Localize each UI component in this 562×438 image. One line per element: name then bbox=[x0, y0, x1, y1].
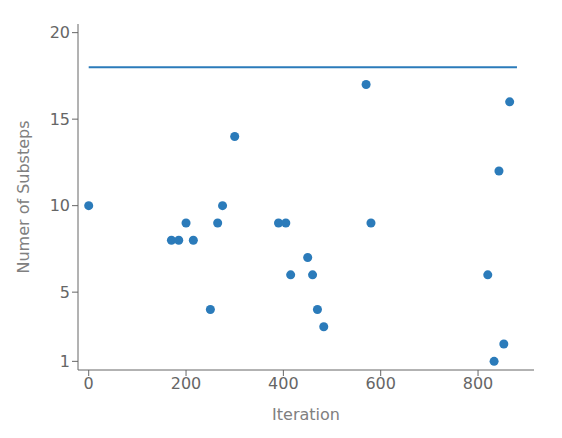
svg-text:1: 1 bbox=[60, 352, 70, 371]
svg-text:400: 400 bbox=[268, 374, 299, 393]
svg-text:Numer of Substeps: Numer of Substeps bbox=[14, 120, 33, 273]
svg-text:200: 200 bbox=[171, 374, 202, 393]
svg-text:0: 0 bbox=[84, 374, 94, 393]
svg-text:5: 5 bbox=[60, 283, 70, 302]
svg-text:Iteration: Iteration bbox=[272, 405, 340, 424]
svg-text:600: 600 bbox=[365, 374, 396, 393]
svg-text:10: 10 bbox=[50, 196, 70, 215]
svg-text:20: 20 bbox=[50, 23, 70, 42]
svg-text:800: 800 bbox=[463, 374, 494, 393]
svg-text:15: 15 bbox=[50, 110, 70, 129]
